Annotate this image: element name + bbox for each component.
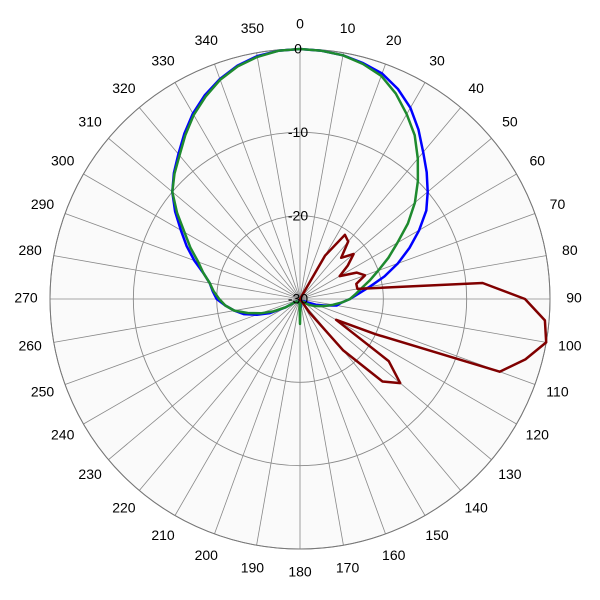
angle-label: 350 [241, 20, 265, 36]
angle-label: 200 [195, 547, 219, 563]
angle-label: 280 [18, 242, 42, 258]
angle-label: 250 [31, 383, 55, 399]
angle-label: 330 [151, 52, 175, 68]
angle-label: 180 [288, 564, 312, 580]
spoke [53, 298, 301, 343]
angle-label: 0 [296, 16, 304, 32]
angle-label: 50 [502, 114, 518, 130]
angle-label: 260 [18, 337, 42, 353]
spoke [299, 137, 492, 300]
spoke [108, 298, 301, 461]
angle-label: 300 [51, 153, 75, 169]
spoke [299, 173, 517, 300]
radial-label: -20 [288, 207, 308, 223]
radial-label: 0 [294, 41, 302, 57]
angle-label: 310 [78, 114, 102, 130]
angle-label: 70 [550, 196, 566, 212]
spoke [256, 298, 301, 546]
spoke [64, 213, 301, 300]
radial-label: -10 [288, 124, 308, 140]
angle-label: 150 [425, 527, 449, 543]
angle-label: 90 [566, 290, 582, 306]
spoke [299, 255, 547, 300]
series-line [298, 233, 548, 385]
angle-label: 240 [51, 427, 75, 443]
spoke [299, 52, 344, 300]
angle-label: 270 [14, 290, 38, 306]
spoke [214, 298, 301, 535]
angle-label: 10 [340, 20, 356, 36]
spoke [53, 255, 301, 300]
radial-label: -30 [288, 291, 308, 307]
angle-label: 100 [558, 337, 582, 353]
spoke [299, 298, 344, 546]
angle-label: 60 [530, 153, 546, 169]
angle-label: 320 [112, 80, 136, 96]
spoke [299, 107, 462, 300]
spoke [83, 173, 301, 300]
spoke [299, 298, 547, 343]
angle-label: 210 [151, 527, 175, 543]
angle-label: 290 [31, 196, 55, 212]
spoke [83, 298, 301, 425]
angle-label: 340 [195, 32, 219, 48]
spoke [299, 298, 492, 461]
series-line [171, 47, 420, 326]
angle-label: 30 [429, 52, 445, 68]
spoke [108, 137, 301, 300]
angle-label: 160 [382, 547, 406, 563]
spoke [299, 63, 386, 300]
spoke [256, 52, 301, 300]
spoke [299, 213, 536, 300]
spoke [138, 107, 301, 300]
spoke [299, 298, 426, 516]
angle-label: 110 [546, 383, 569, 399]
angle-label: 190 [241, 560, 265, 576]
spoke [174, 298, 301, 516]
spoke [174, 82, 301, 300]
angle-label: 230 [78, 466, 102, 482]
angle-label: 20 [386, 32, 402, 48]
angle-label: 140 [464, 500, 488, 516]
angle-label: 40 [468, 80, 484, 96]
spoke [299, 298, 386, 535]
spoke [214, 63, 301, 300]
spoke [138, 298, 301, 491]
angle-label: 120 [526, 427, 550, 443]
angle-label: 170 [336, 560, 360, 576]
angle-label: 220 [112, 500, 136, 516]
angle-label: 130 [498, 466, 522, 482]
angle-label: 80 [562, 242, 578, 258]
grid-ring [132, 131, 468, 467]
